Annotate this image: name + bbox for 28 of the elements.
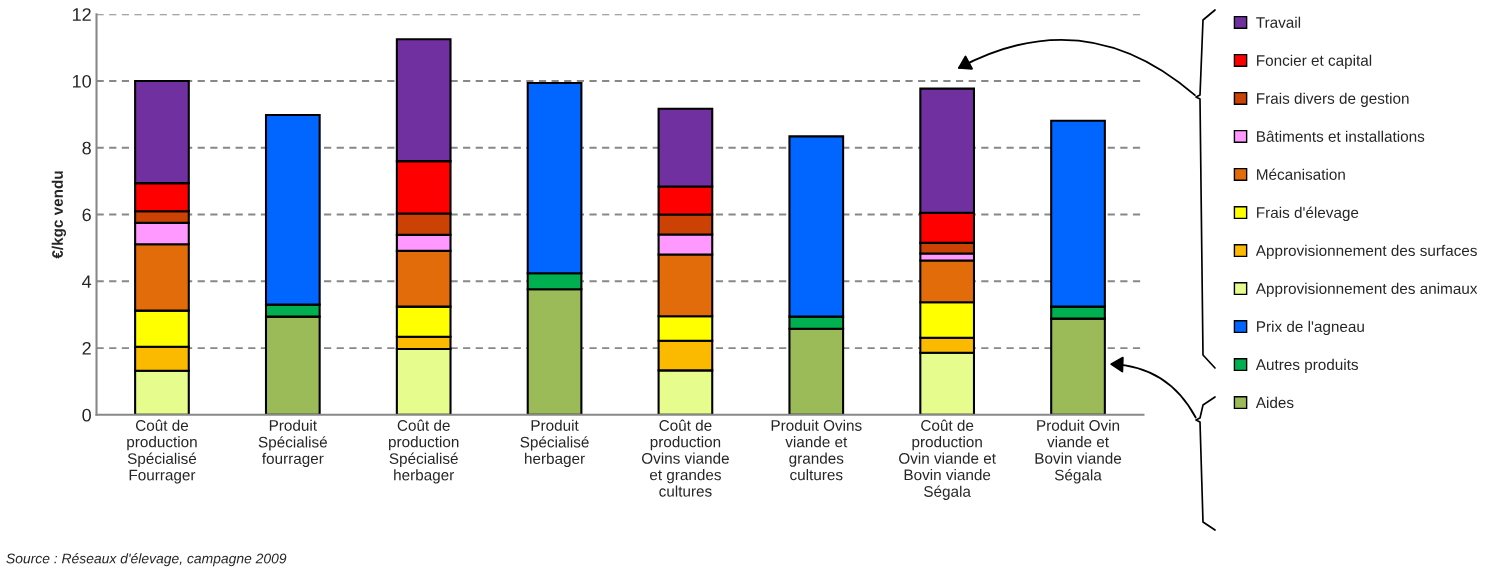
- legend-label: Mécanisation: [1257, 168, 1345, 180]
- y-tick-label: 12: [72, 8, 91, 21]
- x-tick-label: Coût de production Spécialisé Fourrager: [127, 419, 197, 484]
- x-tick-label: Coût de production Spécialisé herbager: [389, 419, 459, 484]
- legend-label: Approvisionnement des surfaces: [1255, 244, 1477, 260]
- y-tick-label: 6: [82, 208, 91, 222]
- x-tick-label: Coût de production Ovins viande et grandes cultures: [641, 419, 729, 497]
- legend-label: Frais divers de gestion: [1257, 92, 1409, 107]
- x-tick-label: Coût de production Ovin viande et Bovin viande Ségala: [899, 419, 996, 500]
- legend-label: Autres produits: [1255, 358, 1359, 374]
- y-tick-label: 10: [72, 74, 91, 88]
- x-tick-label: Produit Spécialisé herbager: [520, 419, 589, 468]
- y-axis-title: €/kgc vendu: [51, 171, 67, 259]
- legend-label: Frais d'élevage: [1257, 206, 1359, 222]
- legend-label: Foncier et capital: [1257, 54, 1372, 69]
- legend-label: Aides: [1255, 396, 1294, 409]
- legend-label: Approvisionnement des animaux: [1255, 282, 1478, 298]
- y-tick-label: 2: [82, 341, 91, 355]
- y-tick-label: 0: [82, 408, 91, 422]
- y-tick-label: 8: [82, 141, 91, 155]
- legend-label: Prix de l'agneau: [1257, 320, 1364, 336]
- y-tick-label: 4: [82, 275, 92, 288]
- source-note: Source : Réseaux d'élevage, campagne 2009: [6, 553, 287, 567]
- x-tick-label: Produit Ovins viande et grandes cultures: [771, 419, 862, 481]
- x-tick-label: Produit Ovin viande et Bovin viande Ségala: [1035, 419, 1122, 484]
- legend-label: Bâtiments et installations: [1257, 130, 1425, 142]
- x-tick-label: Produit Spécialisé fourrager: [258, 419, 327, 468]
- legend-label: Travail: [1256, 16, 1301, 28]
